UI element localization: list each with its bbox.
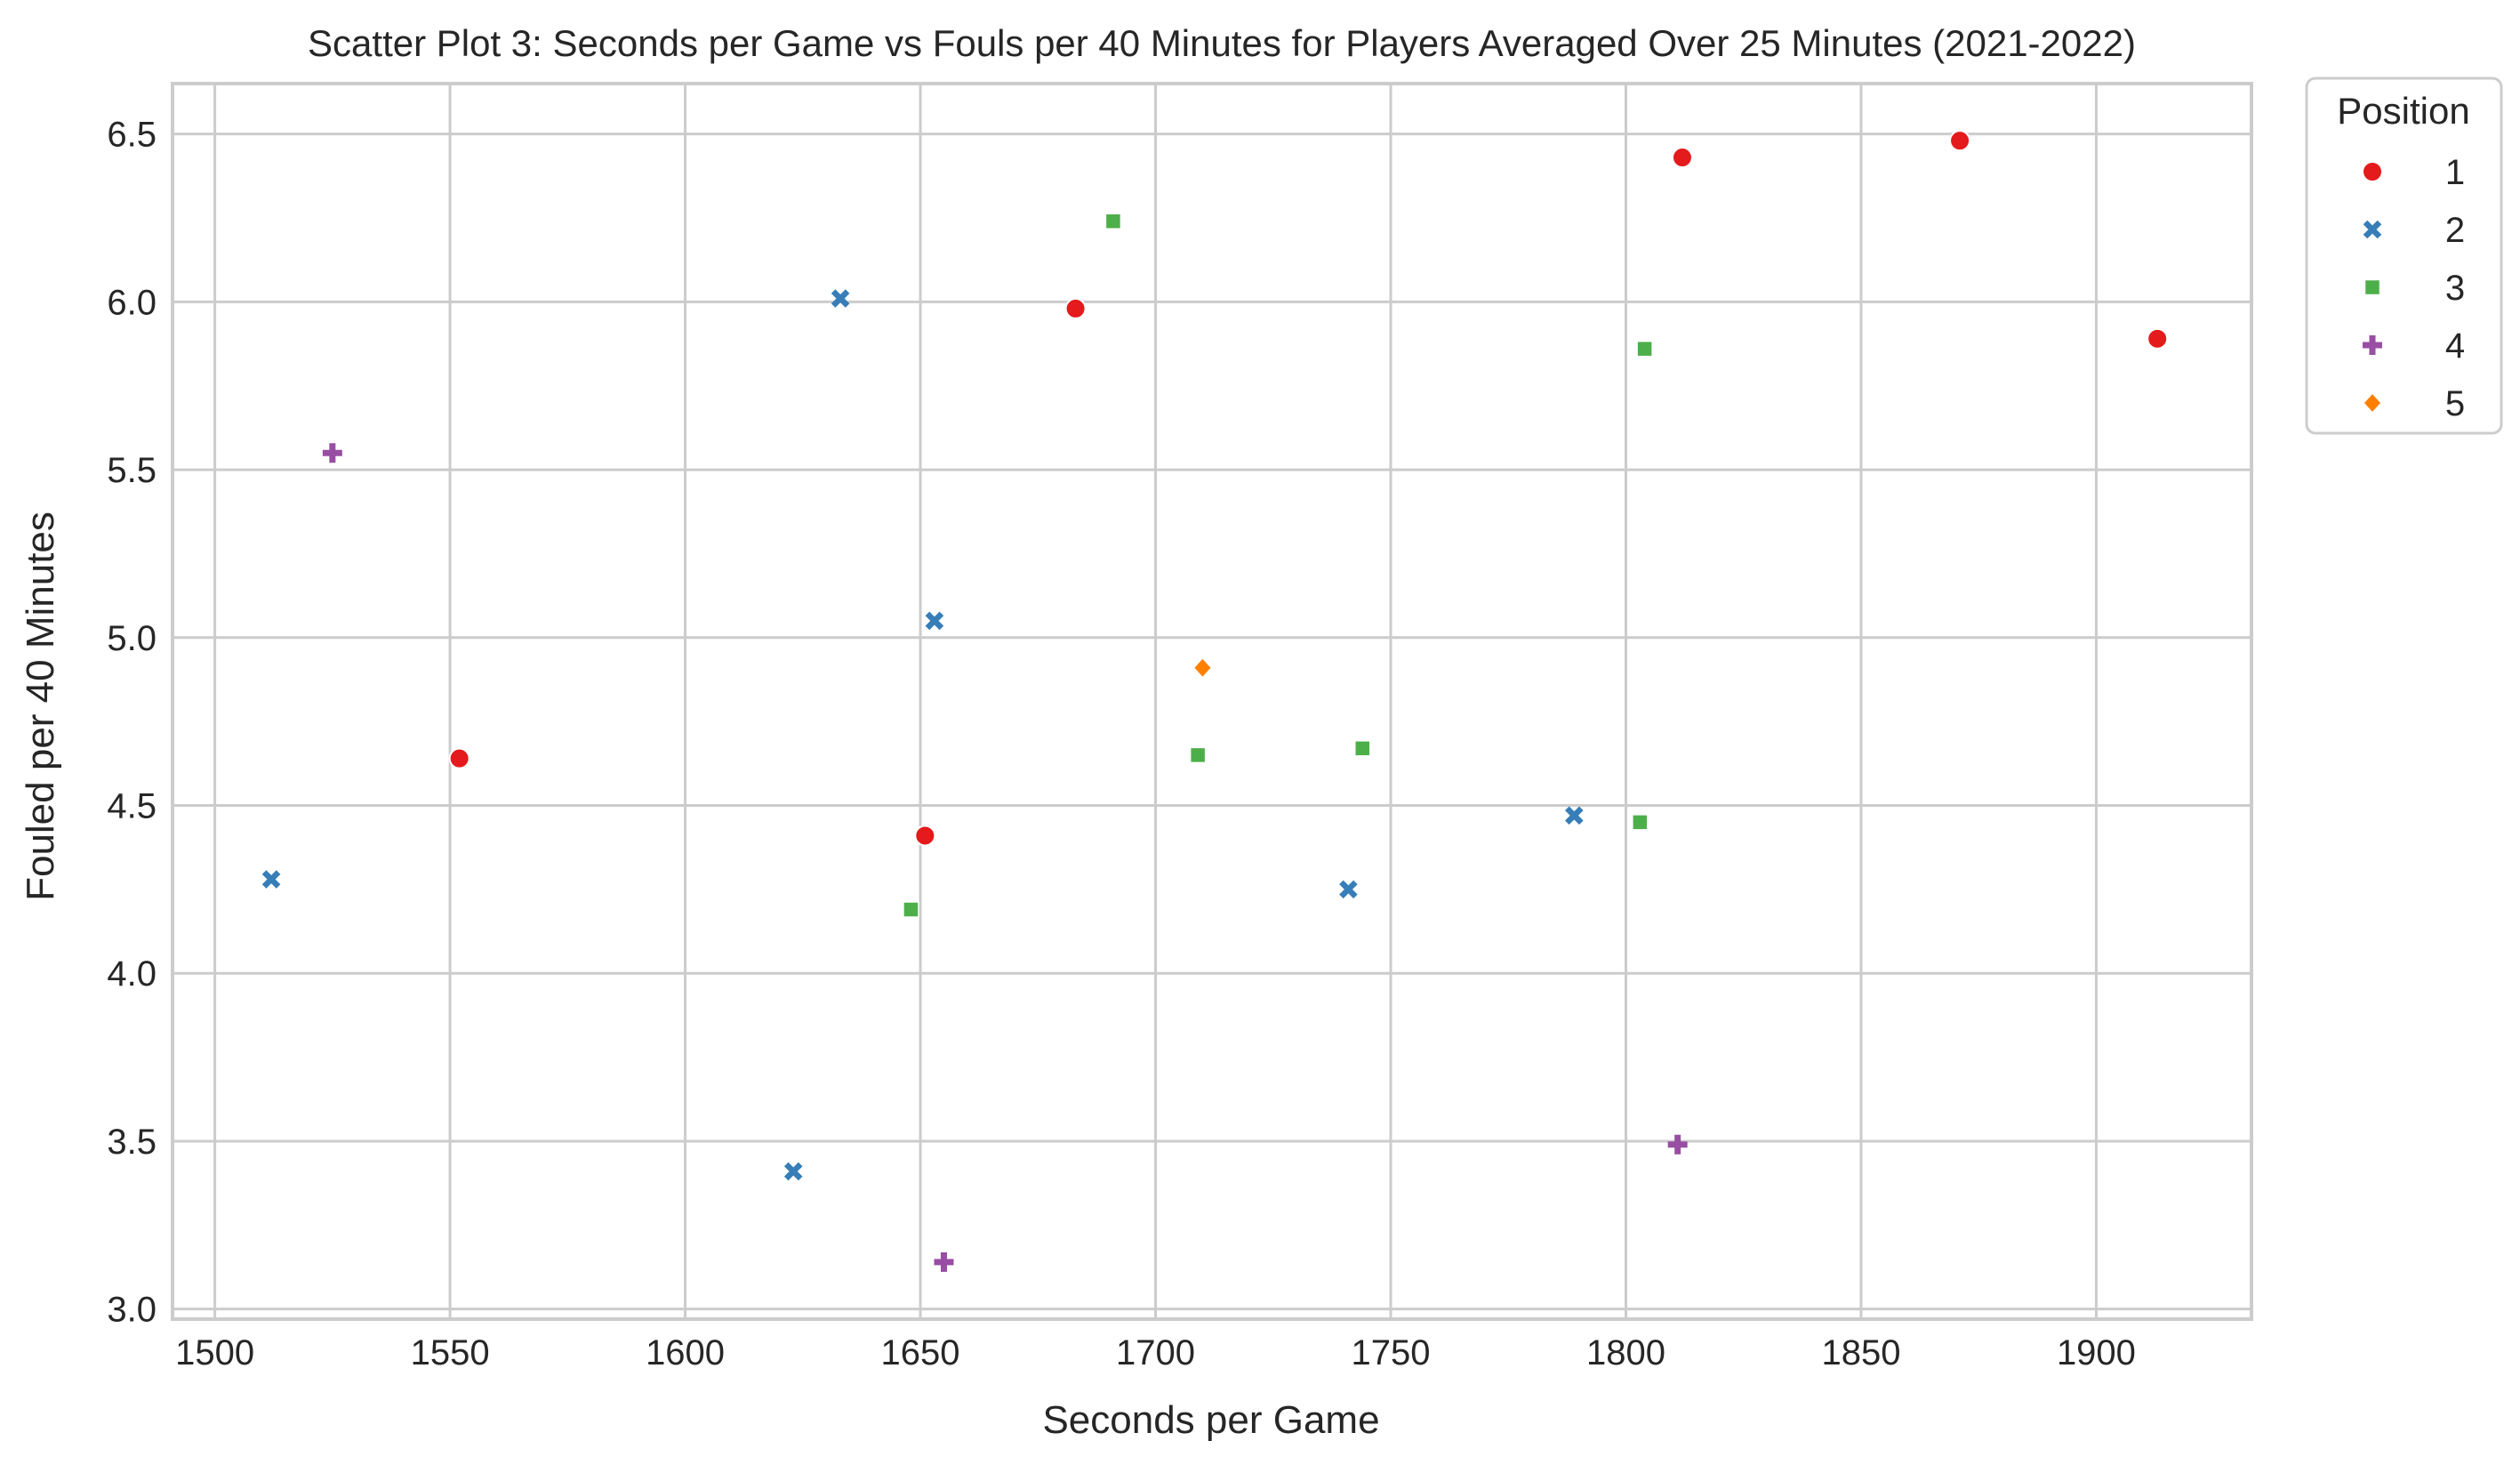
- legend-item-position-5: 5: [2362, 384, 2465, 423]
- x-tick-label: 1900: [2057, 1333, 2136, 1372]
- data-point-position-5: [1192, 656, 1213, 679]
- marker-shape: [2147, 327, 2169, 350]
- data-point-position-1: [448, 747, 470, 769]
- data-point-position-2: [925, 611, 944, 631]
- data-point-position-1: [914, 825, 936, 847]
- marker-shape: [903, 901, 919, 918]
- x-tick-label: 1800: [1586, 1333, 1665, 1372]
- marker-shape: [1949, 130, 1971, 152]
- marker-shape: [1354, 740, 1371, 757]
- marker-shape: [2363, 335, 2382, 355]
- marker-shape: [1667, 1134, 1688, 1155]
- marker-shape: [1104, 213, 1122, 230]
- data-point-position-3: [1354, 740, 1371, 757]
- data-point-position-2: [1565, 806, 1584, 825]
- marker-shape: [1632, 814, 1649, 831]
- y-tick-label: 6.5: [107, 116, 156, 155]
- legend: Position 1 2 3 4 5: [2305, 76, 2503, 435]
- data-point-position-1: [2147, 327, 2169, 350]
- marker-shape: [914, 825, 936, 847]
- legend-title: Position: [2337, 90, 2469, 132]
- marker-shape: [934, 1252, 954, 1272]
- y-tick-label: 4.0: [107, 954, 156, 994]
- grid-lines: [173, 84, 2251, 1319]
- y-axis-label: Fouled per 40 Minutes: [19, 511, 62, 901]
- data-points: [261, 130, 2169, 1272]
- x-tick-label: 1600: [646, 1333, 725, 1372]
- legend-item-position-4: 4: [2363, 326, 2465, 366]
- marker-shape: [1671, 147, 1693, 169]
- y-tick-label: 6.0: [107, 283, 156, 322]
- y-tick-label: 3.5: [107, 1123, 156, 1162]
- data-point-position-2: [261, 870, 281, 889]
- chart-title: Scatter Plot 3: Seconds per Game vs Foul…: [308, 22, 2136, 64]
- data-point-position-2: [1339, 880, 1358, 899]
- marker-shape: [1192, 656, 1213, 679]
- data-point-position-2: [831, 289, 850, 308]
- legend-marker-4: [2363, 335, 2382, 355]
- legend-item-position-3: 3: [2364, 269, 2465, 308]
- x-axis-label: Seconds per Game: [1042, 1398, 1379, 1442]
- x-tick-label: 1550: [411, 1333, 490, 1372]
- data-point-position-1: [1949, 130, 1971, 152]
- marker-shape: [261, 870, 281, 889]
- legend-label-3: 3: [2445, 269, 2465, 308]
- plot-area-frame: [171, 82, 2253, 1321]
- data-point-position-1: [1671, 147, 1693, 169]
- marker-shape: [448, 747, 470, 769]
- data-point-position-3: [1636, 340, 1653, 358]
- legend-marker-1: [2362, 161, 2383, 182]
- marker-shape: [2363, 220, 2382, 239]
- x-tick-label: 1700: [1116, 1333, 1195, 1372]
- marker-shape: [1339, 880, 1358, 899]
- legend-label-4: 4: [2445, 326, 2465, 366]
- marker-shape: [783, 1162, 803, 1181]
- legend-label-2: 2: [2445, 211, 2465, 250]
- marker-shape: [1189, 746, 1207, 764]
- marker-shape: [831, 289, 850, 308]
- tick-labels: 1500 1550 1600 1650 1700 1750 1800 1850 1900 3.0 3…: [107, 116, 2136, 1372]
- marker-shape: [2362, 391, 2383, 415]
- y-tick-label: 5.0: [107, 619, 156, 658]
- data-point-position-2: [783, 1162, 803, 1181]
- y-tick-label: 4.5: [107, 787, 156, 826]
- x-tick-label: 1850: [1821, 1333, 1900, 1372]
- data-point-position-4: [934, 1252, 954, 1272]
- data-point-position-1: [1064, 297, 1087, 319]
- x-tick-label: 1750: [1352, 1333, 1431, 1372]
- marker-shape: [2362, 161, 2383, 182]
- y-tick-label: 5.5: [107, 451, 156, 490]
- x-tick-label: 1500: [175, 1333, 254, 1372]
- marker-shape: [2364, 278, 2381, 296]
- data-point-position-3: [903, 901, 919, 918]
- legend-item-position-2: 2: [2363, 211, 2465, 250]
- data-point-position-4: [322, 443, 342, 463]
- legend-marker-5: [2362, 391, 2383, 415]
- legend-marker-2: [2363, 220, 2382, 239]
- legend-item-position-1: 1: [2362, 153, 2465, 192]
- marker-shape: [1064, 297, 1087, 319]
- legend-label-1: 1: [2445, 153, 2465, 192]
- marker-shape: [322, 443, 342, 463]
- marker-shape: [1636, 340, 1653, 358]
- legend-items: 1 2 3 4 5: [2362, 153, 2465, 423]
- data-point-position-3: [1632, 814, 1649, 831]
- y-tick-label: 3.0: [107, 1291, 156, 1330]
- marker-shape: [1565, 806, 1584, 825]
- data-point-position-3: [1189, 746, 1207, 764]
- legend-frame: [2305, 76, 2503, 435]
- marker-shape: [925, 611, 944, 631]
- legend-marker-3: [2364, 278, 2381, 296]
- legend-label-5: 5: [2445, 384, 2465, 423]
- data-point-position-3: [1104, 213, 1122, 230]
- data-point-position-4: [1667, 1134, 1688, 1155]
- x-tick-label: 1650: [881, 1333, 960, 1372]
